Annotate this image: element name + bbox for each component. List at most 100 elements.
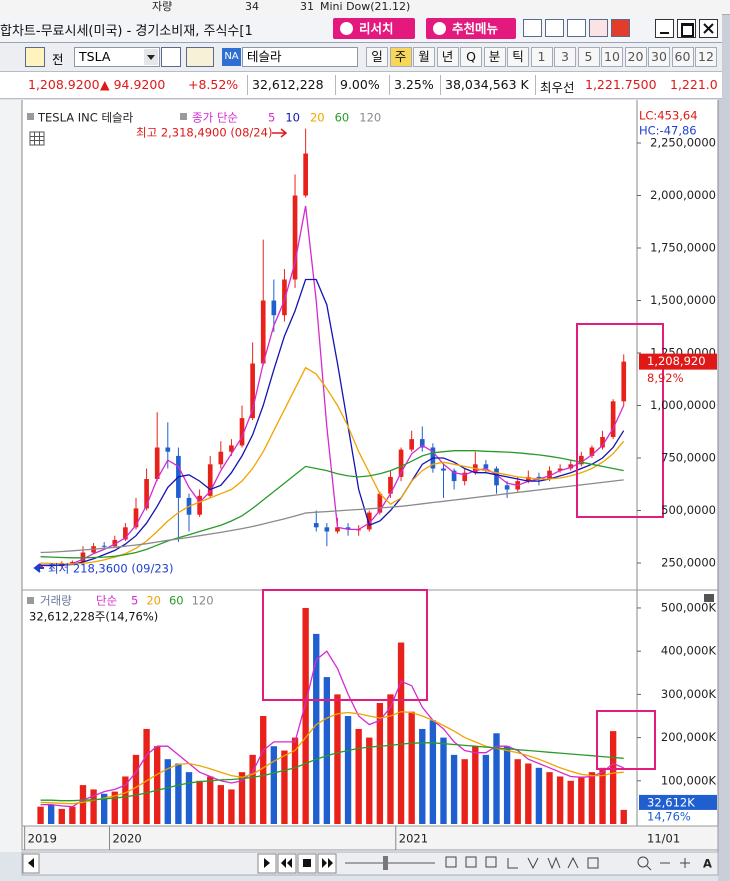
candle-body bbox=[260, 300, 266, 364]
volume-bar bbox=[525, 763, 532, 824]
candle-body bbox=[123, 527, 128, 540]
candle-body bbox=[398, 449, 404, 477]
volume-bar bbox=[175, 763, 182, 824]
candle-body bbox=[80, 552, 86, 562]
volume-bar bbox=[122, 776, 129, 824]
candle-body bbox=[621, 361, 627, 402]
candle-body bbox=[133, 508, 139, 528]
period-button[interactable]: 1 bbox=[530, 47, 553, 67]
maximize-button[interactable] bbox=[677, 19, 696, 38]
y-tick-label: 300,000K bbox=[661, 687, 717, 701]
quote-value: ▲ 94.9200 bbox=[100, 77, 166, 92]
quote-value: 9.00% bbox=[340, 77, 380, 92]
help-icon[interactable] bbox=[611, 19, 630, 37]
candle-body bbox=[557, 468, 563, 471]
volume-bar bbox=[323, 677, 331, 824]
highlight-box bbox=[262, 589, 428, 701]
volume-bar bbox=[100, 793, 108, 824]
symbol-input[interactable]: TSLA bbox=[74, 47, 160, 67]
volume-bar bbox=[493, 733, 500, 824]
period-button[interactable]: 5 bbox=[577, 47, 600, 67]
candle-body bbox=[578, 455, 584, 465]
volume-bar bbox=[58, 808, 65, 824]
legend-entry: 60 bbox=[169, 594, 184, 608]
period-button[interactable]: 일 bbox=[366, 47, 388, 67]
volume-bar bbox=[79, 785, 87, 824]
volume-bar bbox=[408, 711, 415, 824]
forward-button[interactable] bbox=[317, 853, 337, 874]
ma-line bbox=[40, 650, 624, 808]
mode-label[interactable]: 전 bbox=[52, 52, 64, 67]
pin-icon[interactable] bbox=[567, 19, 586, 37]
plot bbox=[37, 128, 627, 824]
stop-icon bbox=[303, 859, 311, 867]
volume-bar bbox=[260, 715, 267, 824]
close-button[interactable] bbox=[699, 19, 718, 38]
period-button[interactable]: 3 bbox=[554, 47, 576, 67]
layout-icon[interactable] bbox=[523, 19, 542, 37]
candle-body bbox=[101, 545, 107, 547]
volume-bar bbox=[609, 731, 617, 824]
period-button[interactable]: 20 bbox=[624, 47, 647, 67]
zoom-handle[interactable] bbox=[383, 856, 388, 870]
x-tick-label: 2021 bbox=[399, 832, 428, 846]
search-button[interactable] bbox=[161, 47, 181, 67]
volume-bar bbox=[291, 737, 299, 824]
forward-icon bbox=[322, 858, 333, 868]
y-tick-label: 2,000,0000 bbox=[650, 188, 716, 202]
period-button[interactable]: 30 bbox=[648, 47, 670, 67]
quote-value: 최우선 bbox=[540, 80, 575, 95]
volume-bar bbox=[270, 746, 278, 824]
candle-body bbox=[589, 447, 595, 456]
candle-body bbox=[112, 539, 118, 547]
panel-close-icon[interactable] bbox=[704, 594, 714, 602]
speaker-button[interactable] bbox=[186, 47, 214, 67]
volume-bar bbox=[397, 642, 405, 824]
legend-entry: 120 bbox=[192, 594, 214, 608]
research-button[interactable]: 리서치 bbox=[333, 18, 415, 39]
window-icon[interactable] bbox=[545, 19, 564, 37]
max-arrow bbox=[272, 128, 288, 138]
volume-bar bbox=[376, 703, 384, 824]
period-button[interactable]: 주 bbox=[389, 47, 412, 67]
exchange-tag: NA bbox=[222, 48, 241, 66]
candle-body bbox=[568, 464, 574, 469]
text-tool[interactable]: A bbox=[703, 857, 712, 871]
period-button[interactable]: 60 bbox=[671, 47, 694, 67]
period-button[interactable]: 년 bbox=[436, 47, 459, 67]
minimize-button[interactable] bbox=[655, 19, 674, 38]
period-button[interactable]: 10 bbox=[601, 47, 623, 67]
volume-bar bbox=[599, 767, 606, 824]
volume-bar bbox=[249, 754, 256, 824]
y-tick-label: 2,250,0000 bbox=[650, 136, 716, 150]
legend-entry: 5 bbox=[268, 111, 275, 125]
candle-body bbox=[313, 523, 319, 528]
hc-label: HC:-47,86 bbox=[639, 124, 697, 138]
candle-body bbox=[303, 153, 308, 196]
legend-icon bbox=[27, 113, 34, 120]
rewind-button[interactable] bbox=[277, 853, 297, 874]
volume-bar bbox=[154, 746, 161, 824]
period-button[interactable]: 12 bbox=[695, 47, 717, 67]
volume-bar bbox=[366, 737, 373, 824]
period-button[interactable]: 틱 bbox=[507, 47, 529, 67]
name-input[interactable]: 테슬라 bbox=[242, 47, 358, 67]
y-tick-label: 1,750,0000 bbox=[650, 241, 716, 255]
candle-body bbox=[494, 468, 499, 486]
volume-bar bbox=[228, 789, 235, 824]
ma-line bbox=[40, 450, 624, 559]
period-button[interactable]: Q bbox=[460, 47, 482, 67]
legend-entry: 120 bbox=[359, 111, 381, 125]
recommend-button[interactable]: 추천메뉴 bbox=[426, 18, 516, 39]
volume-bar bbox=[440, 737, 447, 824]
candle-body bbox=[600, 437, 605, 448]
quote-value: 1,221.7500 bbox=[585, 77, 657, 92]
font-icon[interactable] bbox=[589, 19, 608, 37]
period-button[interactable]: 월 bbox=[413, 47, 435, 67]
period-button[interactable]: 분 bbox=[483, 47, 506, 67]
lock-icon[interactable] bbox=[25, 47, 45, 67]
volume-bar bbox=[588, 772, 596, 824]
symbol-text: TSLA bbox=[79, 49, 111, 64]
